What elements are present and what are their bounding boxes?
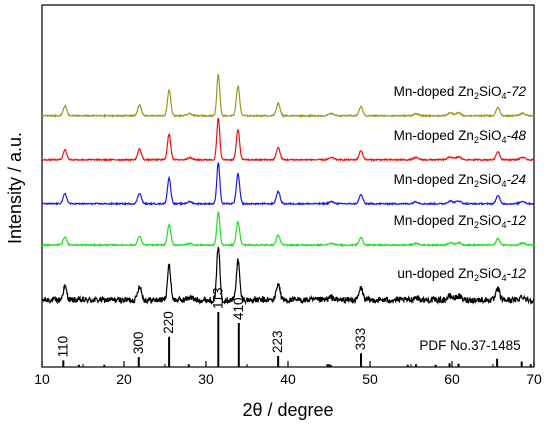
ref-hkl-110: 110 xyxy=(55,336,70,358)
series-line-4 xyxy=(41,73,535,119)
series-label-4: Mn-doped Zn2SiO4-72 xyxy=(394,84,527,101)
x-tick-label-40: 40 xyxy=(280,371,296,387)
series-line-3 xyxy=(41,117,535,163)
series-line-1 xyxy=(41,210,535,248)
ref-hkl-220: 220 xyxy=(161,311,176,334)
ref-hkl-300: 300 xyxy=(131,332,146,355)
x-axis: 10 20 30 40 50 60 70 xyxy=(34,361,542,387)
x-axis-label: 2θ / degree xyxy=(242,400,333,420)
series-label-1: Mn-doped Zn2SiO4-12 xyxy=(394,213,527,230)
ref-hkl-410: 410 xyxy=(231,297,246,320)
x-tick-label-50: 50 xyxy=(362,371,378,387)
reference-pattern: 110 300 220 113 410 223 333 PDF No.37-1485 xyxy=(55,287,532,367)
x-tick-label-60: 60 xyxy=(444,371,460,387)
ref-hkl-333: 333 xyxy=(353,328,368,351)
series-label-0: un-doped Zn2SiO4-12 xyxy=(397,266,526,283)
ref-hkl-223: 223 xyxy=(270,330,285,353)
series-labels: un-doped Zn2SiO4-12 Mn-doped Zn2SiO4-12 Mn… xyxy=(394,84,527,283)
ref-hkl-113: 113 xyxy=(210,287,225,309)
x-tick-label-20: 20 xyxy=(116,371,132,387)
ref-card-label: PDF No.37-1485 xyxy=(419,338,520,353)
series-label-3: Mn-doped Zn2SiO4-48 xyxy=(394,128,527,145)
series-line-0 xyxy=(41,246,535,306)
series-line-2 xyxy=(41,162,535,207)
x-tick-label-10: 10 xyxy=(34,371,50,387)
series-layer xyxy=(41,73,535,306)
y-axis-label: Intensity / a.u. xyxy=(5,132,25,244)
x-tick-label-70: 70 xyxy=(526,371,542,387)
series-label-2: Mn-doped Zn2SiO4-24 xyxy=(394,172,526,189)
x-tick-label-30: 30 xyxy=(198,371,214,387)
